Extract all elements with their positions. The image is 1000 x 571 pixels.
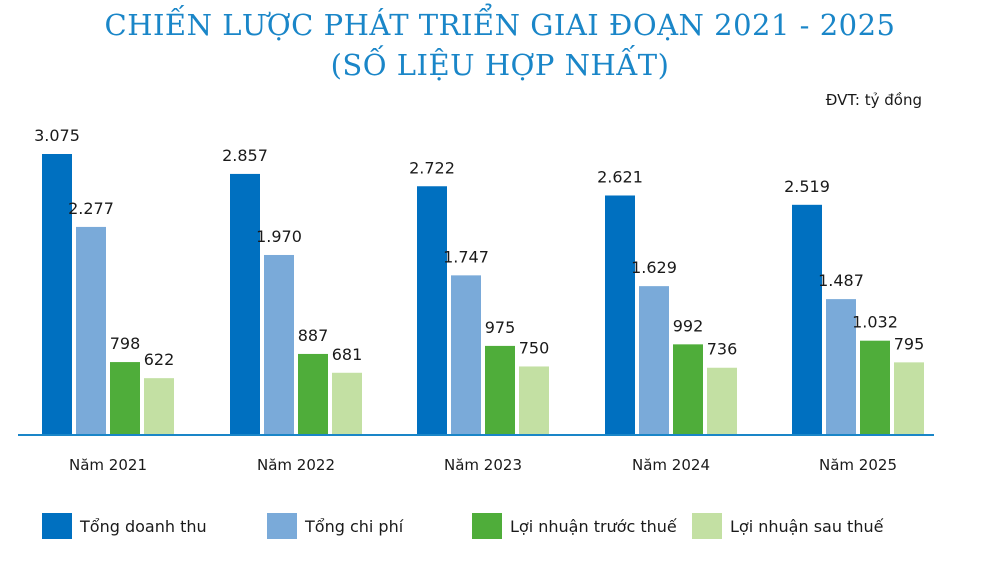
legend-swatch-2 — [267, 513, 297, 539]
value-label-3-1: 798 — [110, 334, 141, 353]
value-label-4-5: 795 — [894, 334, 925, 353]
bar-4-1 — [144, 378, 174, 435]
bar-4-5 — [894, 362, 924, 435]
x-tick-label-4: Năm 2024 — [632, 456, 710, 474]
value-label-1-1: 3.075 — [34, 126, 80, 145]
bar-3-3 — [485, 345, 515, 435]
bar-2-5 — [826, 299, 856, 435]
bar-1-4 — [605, 195, 635, 435]
bar-1-2 — [230, 173, 260, 435]
bar-1-5 — [792, 204, 822, 435]
value-label-4-4: 736 — [707, 340, 738, 359]
legend-label-2: Tổng chi phí — [304, 517, 404, 536]
chart-title-line1: CHIẾN LƯỢC PHÁT TRIỂN GIAI ĐOẠN 2021 - 2… — [104, 8, 896, 42]
bar-2-4 — [639, 286, 669, 435]
bar-2-2 — [264, 254, 294, 435]
value-label-4-1: 622 — [144, 350, 175, 369]
value-label-1-3: 2.722 — [409, 158, 455, 177]
value-label-3-4: 992 — [673, 316, 704, 335]
chart-title-line2: (SỐ LIỆU HỢP NHẤT) — [330, 48, 670, 82]
value-label-2-3: 1.747 — [443, 247, 489, 266]
value-label-2-1: 2.277 — [68, 199, 114, 218]
value-label-1-2: 2.857 — [222, 146, 268, 165]
value-label-2-5: 1.487 — [818, 271, 864, 290]
bar-1-1 — [42, 154, 72, 435]
value-label-4-3: 750 — [519, 338, 550, 357]
value-label-1-4: 2.621 — [597, 167, 643, 186]
bar-3-4 — [673, 344, 703, 435]
legend-swatch-3 — [472, 513, 502, 539]
bar-3-5 — [860, 340, 890, 435]
bar-4-2 — [332, 372, 362, 435]
value-label-3-2: 887 — [298, 326, 329, 345]
bar-2-3 — [451, 275, 481, 435]
legend-label-4: Lợi nhuận sau thuế — [730, 517, 884, 536]
value-label-1-5: 2.519 — [784, 177, 830, 196]
value-label-3-5: 1.032 — [852, 313, 898, 332]
value-label-3-3: 975 — [485, 318, 516, 337]
value-label-2-2: 1.970 — [256, 227, 302, 246]
value-label-2-4: 1.629 — [631, 258, 677, 277]
bar-2-1 — [76, 226, 106, 435]
unit-label: ĐVT: tỷ đồng — [825, 91, 922, 109]
x-tick-label-3: Năm 2023 — [444, 456, 522, 474]
legend-label-3: Lợi nhuận trước thuế — [510, 517, 677, 536]
bar-3-2 — [298, 353, 328, 435]
legend-swatch-4 — [692, 513, 722, 539]
x-tick-label-1: Năm 2021 — [69, 456, 147, 474]
bar-4-4 — [707, 367, 737, 435]
legend-label-1: Tổng doanh thu — [79, 517, 207, 536]
bar-3-1 — [110, 362, 140, 435]
legend-swatch-1 — [42, 513, 72, 539]
x-tick-label-5: Năm 2025 — [819, 456, 897, 474]
value-label-4-2: 681 — [332, 345, 363, 364]
bar-1-3 — [417, 186, 447, 435]
x-tick-label-2: Năm 2022 — [257, 456, 335, 474]
bar-4-3 — [519, 366, 549, 435]
